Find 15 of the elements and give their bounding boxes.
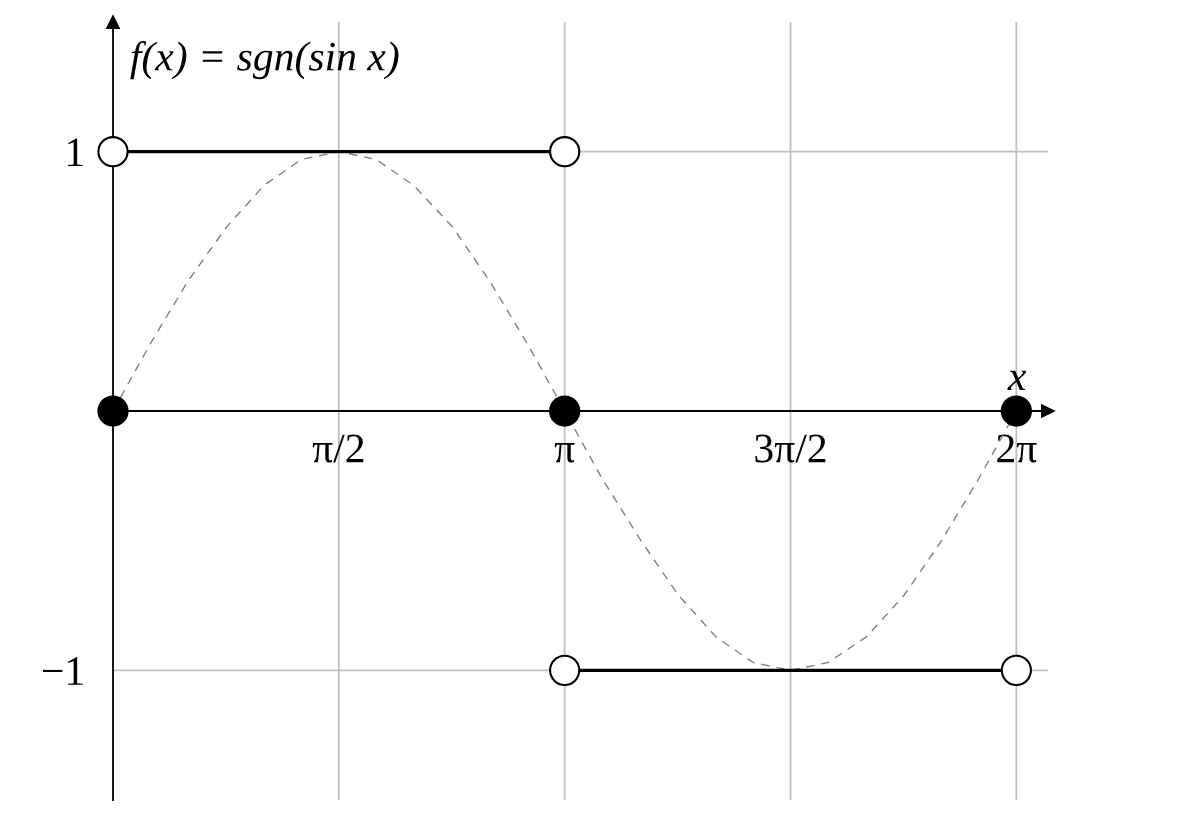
point bbox=[97, 136, 129, 168]
point bbox=[97, 395, 129, 427]
x-tick-label: π/2 bbox=[312, 434, 364, 463]
point bbox=[549, 136, 581, 168]
y-tick-label: −1 bbox=[42, 657, 83, 685]
point bbox=[549, 395, 581, 427]
y-axis-title: f(x) = sgn(sin x) bbox=[130, 41, 399, 80]
x-tick-label: π bbox=[554, 443, 575, 463]
y-tick-label: 1 bbox=[68, 138, 83, 167]
x-axis-title: x bbox=[1007, 370, 1027, 390]
point bbox=[1000, 395, 1032, 427]
point bbox=[1000, 654, 1032, 686]
x-tick-label: 2π bbox=[997, 434, 1037, 463]
x-tick-label: 3π/2 bbox=[755, 434, 826, 463]
point bbox=[549, 654, 581, 686]
